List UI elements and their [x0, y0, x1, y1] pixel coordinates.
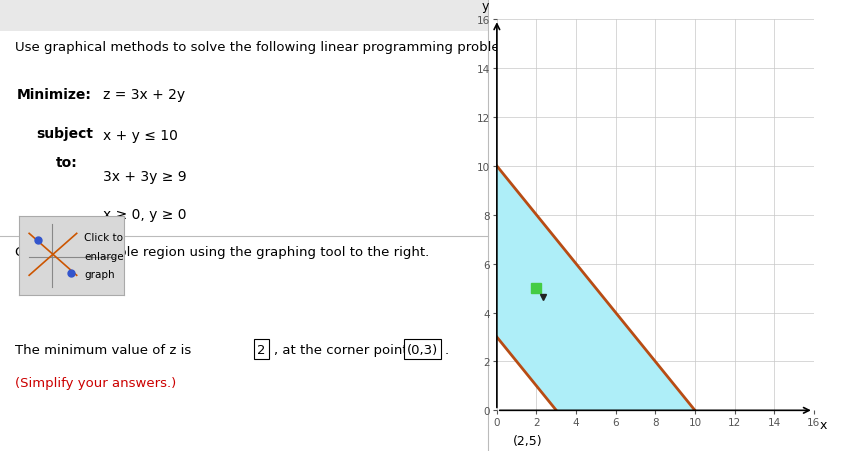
Text: y: y	[481, 0, 488, 13]
Polygon shape	[496, 166, 694, 410]
Text: x + y ≤ 10: x + y ≤ 10	[102, 129, 177, 143]
Text: 2: 2	[257, 343, 265, 356]
Text: (0,3): (0,3)	[406, 343, 437, 356]
Text: to:: to:	[56, 156, 78, 170]
Bar	[0, 0, 488, 32]
Text: The minimum value of z is: The minimum value of z is	[14, 343, 191, 356]
Text: Minimize:: Minimize:	[17, 88, 92, 102]
Text: Click to: Click to	[84, 233, 123, 243]
Text: .: .	[444, 343, 448, 356]
Text: (2,5): (2,5)	[512, 434, 542, 447]
Text: x ≥ 0, y ≥ 0: x ≥ 0, y ≥ 0	[102, 207, 186, 221]
Text: z = 3x + 2y: z = 3x + 2y	[102, 88, 185, 102]
Text: subject: subject	[36, 126, 94, 140]
Text: Graph the feasible region using the graphing tool to the right.: Graph the feasible region using the grap…	[14, 246, 429, 259]
Text: , at the corner point: , at the corner point	[273, 343, 407, 356]
Text: x: x	[819, 419, 826, 432]
Text: enlarge: enlarge	[84, 251, 123, 261]
Text: (Simplify your answers.): (Simplify your answers.)	[14, 377, 176, 390]
Text: Use graphical methods to solve the following linear programming problem.: Use graphical methods to solve the follo…	[14, 41, 516, 54]
Text: graph: graph	[84, 269, 115, 279]
Text: 3x + 3y ≥ 9: 3x + 3y ≥ 9	[102, 169, 186, 183]
